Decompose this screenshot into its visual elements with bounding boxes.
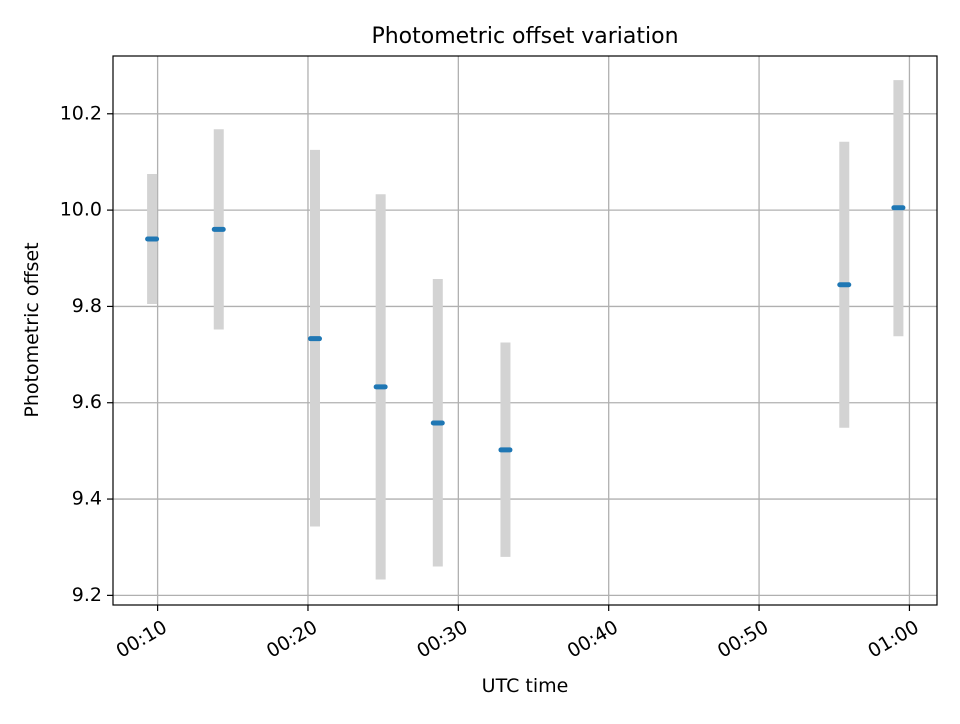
x-axis-label: UTC time [482, 675, 569, 697]
x-tick-label: 00:20 [263, 616, 321, 662]
plot-frame [112, 55, 938, 606]
x-tick-label: 00:50 [714, 616, 772, 662]
y-tick-label: 10.2 [60, 102, 102, 124]
points-layer [145, 205, 906, 453]
chart-title: Photometric offset variation [371, 24, 678, 49]
grid-layer [113, 56, 937, 605]
errorbar-layer [147, 80, 904, 580]
y-tick-label: 9.6 [72, 391, 102, 413]
x-tick-label: 00:10 [112, 616, 170, 662]
y-tick-label: 9.4 [72, 488, 102, 510]
y-tick-label: 9.8 [72, 295, 102, 317]
x-tick-label: 00:40 [564, 616, 622, 662]
y-axis-label: Photometric offset [21, 242, 43, 417]
tick-layer: 00:10 00:20 00:30 00:40 00:50 01:00 9.2 9.4 9.6 9… [60, 102, 923, 662]
y-tick-label: 9.2 [72, 584, 102, 606]
x-tick-label: 01:00 [864, 616, 922, 662]
y-tick-label: 10.0 [60, 199, 102, 221]
x-tick-label: 00:30 [413, 616, 471, 662]
